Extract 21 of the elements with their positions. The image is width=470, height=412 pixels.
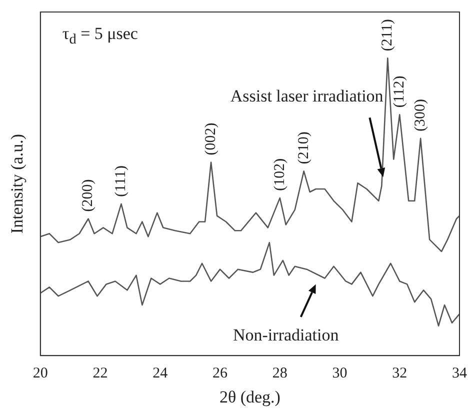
annotation: (211)	[380, 19, 396, 52]
annotation: (200)	[80, 179, 96, 212]
x-tick-label: 34	[452, 366, 468, 382]
x-axis-title: 2θ (deg.)	[219, 387, 280, 406]
annotation: (002)	[202, 122, 219, 156]
text: τ$_{d}$ = 5 μsec	[62, 24, 138, 48]
x-tick-label: 32	[392, 366, 408, 382]
annotation: (102)	[272, 158, 288, 191]
x-tick-label: 24	[152, 366, 168, 382]
text: Non-irradiation	[233, 326, 340, 345]
y-axis-title: Intensity (a.u.)	[8, 134, 27, 234]
x-tick-label: 22	[92, 366, 108, 382]
x-tick-label: 26	[212, 366, 228, 382]
x-tick-label: 30	[332, 366, 348, 382]
x-tick-label: 28	[272, 366, 288, 382]
annotation: (112)	[392, 76, 408, 108]
x-tick-label: 20	[32, 366, 48, 382]
annotation: (111)	[113, 165, 130, 197]
series-label: Assist laser irradiation	[230, 86, 384, 106]
annotation: (300)	[412, 98, 429, 132]
annotation: (210)	[296, 132, 312, 164]
